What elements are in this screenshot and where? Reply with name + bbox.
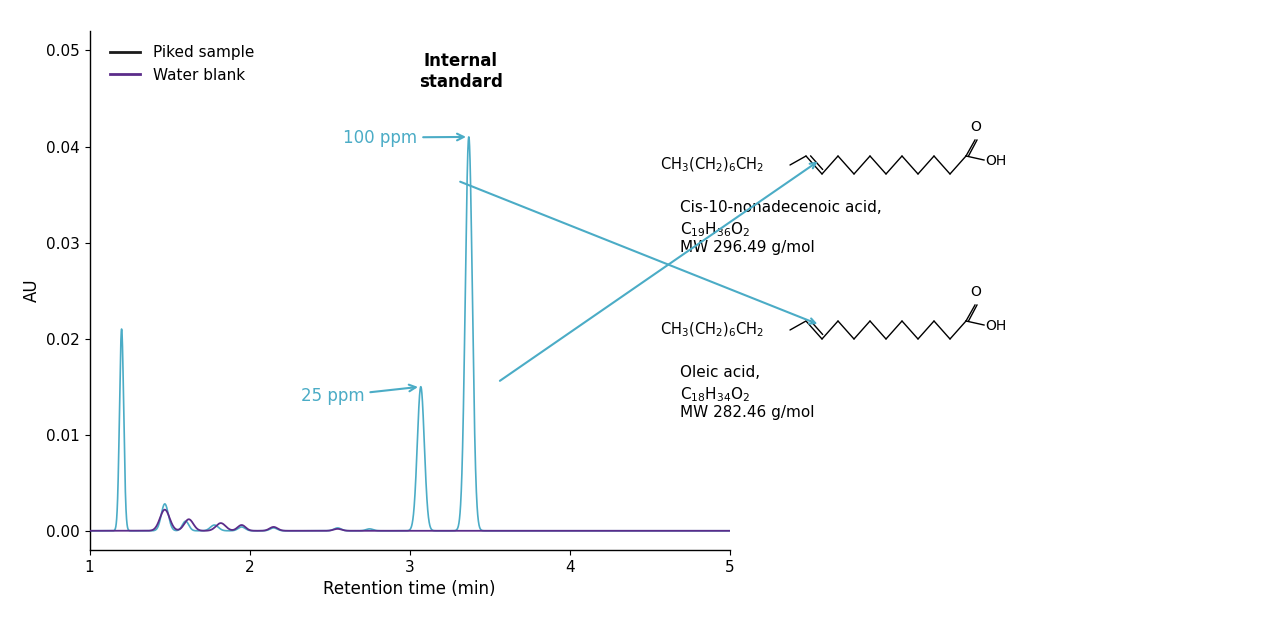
Text: O: O <box>970 285 982 299</box>
Text: O: O <box>970 120 982 134</box>
Text: MW 282.46 g/mol: MW 282.46 g/mol <box>680 405 814 420</box>
Text: $\mathregular{CH_3(CH_2)_6CH_2}$: $\mathregular{CH_3(CH_2)_6CH_2}$ <box>660 321 764 339</box>
Text: OH: OH <box>986 154 1006 168</box>
Text: $\mathregular{C_{18}H_{34}O_2}$: $\mathregular{C_{18}H_{34}O_2}$ <box>680 385 750 404</box>
X-axis label: Retention time (min): Retention time (min) <box>324 580 495 598</box>
Text: MW 296.49 g/mol: MW 296.49 g/mol <box>680 240 815 255</box>
Text: $\mathregular{C_{19}H_{36}O_2}$: $\mathregular{C_{19}H_{36}O_2}$ <box>680 220 750 239</box>
Text: $\mathregular{CH_3(CH_2)_6CH_2}$: $\mathregular{CH_3(CH_2)_6CH_2}$ <box>660 156 764 174</box>
Legend: Piked sample, Water blank: Piked sample, Water blank <box>104 39 260 89</box>
Y-axis label: AU: AU <box>23 279 41 302</box>
Text: 100 ppm: 100 ppm <box>343 129 463 146</box>
Text: Oleic acid,: Oleic acid, <box>680 365 760 380</box>
Text: OH: OH <box>986 319 1006 333</box>
Text: 25 ppm: 25 ppm <box>301 384 416 405</box>
Text: Cis-10-nonadecenoic acid,: Cis-10-nonadecenoic acid, <box>680 200 882 215</box>
Text: Internal
standard: Internal standard <box>419 52 503 91</box>
